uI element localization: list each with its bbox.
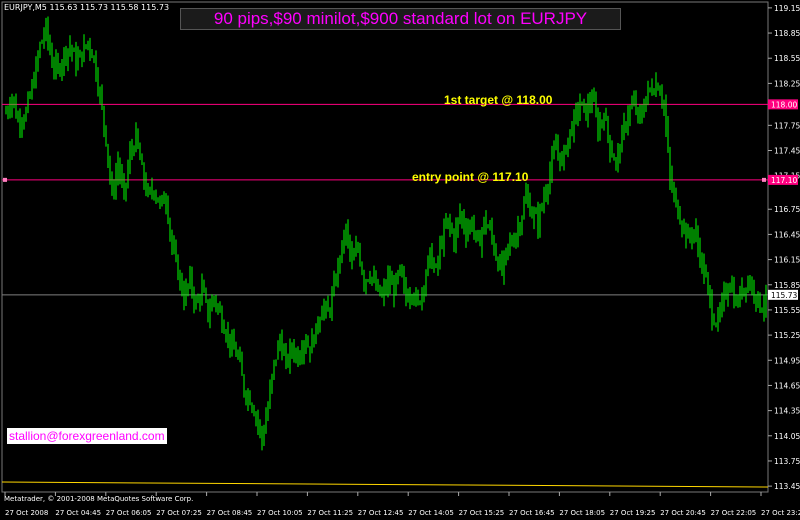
x-tick-label: 27 Oct 07:25 xyxy=(156,509,202,517)
y-tick-label: 114.35 xyxy=(774,407,800,416)
y-tick-label: 115.25 xyxy=(774,331,800,340)
x-tick-label: 27 Oct 12:45 xyxy=(358,509,404,517)
x-tick-label: 27 Oct 20:45 xyxy=(660,509,706,517)
symbol-info: EURJPY,M5 115.63 115.73 115.58 115.73 xyxy=(4,3,170,12)
price-tag-label: 115.73 xyxy=(771,291,797,300)
x-tick-label: 27 Oct 10:05 xyxy=(257,509,303,517)
x-tick-label: 27 Oct 14:05 xyxy=(408,509,454,517)
plot-frame xyxy=(1,1,769,493)
entry-marker xyxy=(762,177,766,182)
price-tag-bg xyxy=(768,174,798,185)
copyright-text: Metatrader, © 2001-2008 MetaQuotes Softw… xyxy=(4,495,194,503)
y-tick-label: 118.55 xyxy=(774,54,800,63)
x-tick-label: 27 Oct 08:45 xyxy=(207,509,253,517)
price-tag-bg xyxy=(768,99,798,110)
y-tick-label: 114.95 xyxy=(774,356,800,365)
x-tick-label: 27 Oct 19:25 xyxy=(610,509,656,517)
entry-label: entry point @ 117.10 xyxy=(412,170,529,184)
x-tick-label: 27 Oct 23:25 xyxy=(761,509,800,517)
x-tick-label: 27 Oct 16:45 xyxy=(509,509,555,517)
y-tick-label: 114.05 xyxy=(774,432,800,441)
x-tick-label: 27 Oct 18:05 xyxy=(559,509,605,517)
price-tag-label: 118.00 xyxy=(771,100,797,109)
y-tick-label: 113.45 xyxy=(774,482,800,491)
x-tick-label: 27 Oct 2008 xyxy=(5,509,48,517)
x-tick-label: 27 Oct 06:05 xyxy=(106,509,152,517)
indicator-line xyxy=(1,481,769,488)
y-tick-label: 118.85 xyxy=(774,29,800,38)
y-tick-label: 115.55 xyxy=(774,306,800,315)
entry-marker xyxy=(3,177,7,182)
target-label: 1st target @ 118.00 xyxy=(444,93,553,107)
y-tick-label: 116.15 xyxy=(774,256,800,265)
y-tick-label: 116.75 xyxy=(774,205,800,214)
x-tick-label: 27 Oct 04:45 xyxy=(55,509,101,517)
x-tick-label: 27 Oct 11:25 xyxy=(307,509,353,517)
y-tick-label: 117.45 xyxy=(774,147,800,156)
y-tick-label: 118.25 xyxy=(774,79,800,88)
chart-title: 90 pips,$90 minilot,$900 standard lot on… xyxy=(180,8,621,30)
y-tick-label: 117.75 xyxy=(774,121,800,130)
email-label: stallion@forexgreenland.com xyxy=(7,428,167,444)
y-tick-label: 119.15 xyxy=(774,4,800,13)
price-tag-label: 117.10 xyxy=(771,176,797,185)
x-tick-label: 27 Oct 22:05 xyxy=(711,509,757,517)
y-tick-label: 115.85 xyxy=(774,281,800,290)
y-tick-label: 114.65 xyxy=(774,381,800,390)
y-tick-label: 116.45 xyxy=(774,230,800,239)
x-tick-label: 27 Oct 15:25 xyxy=(459,509,505,517)
y-tick-label: 113.75 xyxy=(774,457,800,466)
price-tag-bg xyxy=(768,289,798,300)
